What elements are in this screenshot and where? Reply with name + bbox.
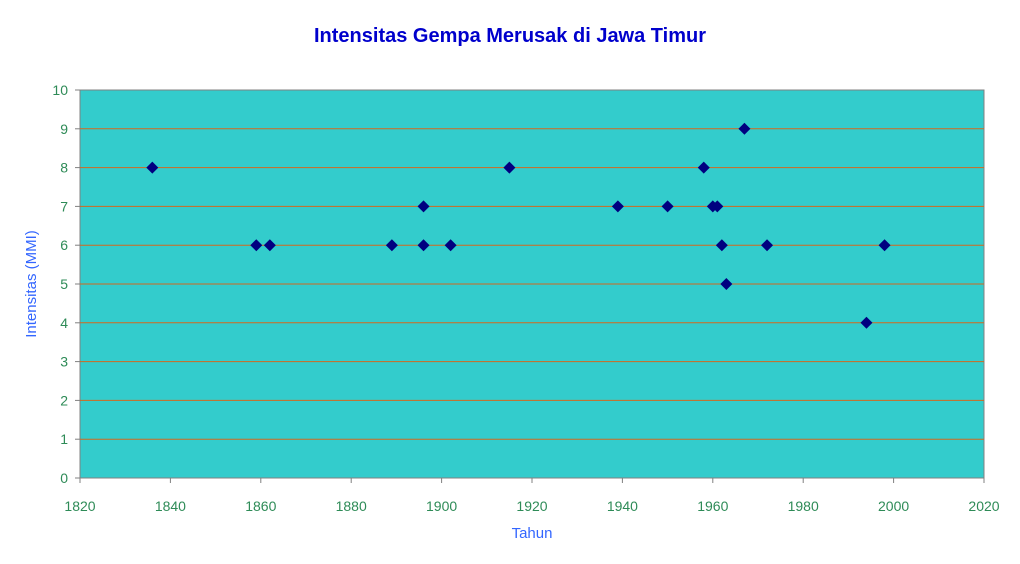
chart-title: Intensitas Gempa Merusak di Jawa Timur	[314, 25, 706, 47]
x-tick-label: 1920	[516, 498, 547, 514]
y-tick-label: 8	[60, 160, 68, 176]
y-tick-label: 6	[60, 237, 68, 253]
data-point	[661, 200, 674, 213]
y-tick-label: 4	[60, 315, 68, 331]
data-point	[720, 278, 733, 290]
data-point	[738, 122, 751, 135]
data-point	[503, 161, 516, 174]
x-axis-ticks: 1820 1840 1860 1880 1900 1920 1940 1960 1980 2000…	[64, 478, 1000, 514]
data-point	[263, 239, 276, 252]
x-tick-label: 1980	[788, 498, 819, 514]
y-axis-label: Intensitas (MMI)	[23, 230, 40, 338]
gridlines	[80, 128, 984, 440]
data-point	[697, 161, 710, 174]
data-point	[417, 239, 430, 252]
y-tick-label: 9	[60, 121, 68, 137]
y-tick-label: 0	[60, 470, 68, 486]
data-point	[761, 239, 774, 252]
y-tick-label: 7	[60, 198, 68, 214]
x-tick-label: 1900	[426, 498, 457, 514]
x-tick-label: 1860	[245, 498, 276, 514]
y-axis-ticks: 0 1 2 3 4 5 6 7 8 9 10	[52, 82, 80, 486]
y-tick-label: 5	[60, 276, 68, 292]
data-point	[711, 200, 724, 213]
data-point	[878, 239, 891, 252]
data-point	[611, 200, 624, 213]
y-tick-label: 10	[52, 82, 68, 98]
x-tick-label: 1960	[697, 498, 728, 514]
y-tick-label: 3	[60, 354, 68, 370]
x-tick-label: 1840	[155, 498, 186, 514]
data-point	[715, 239, 728, 252]
data-markers	[146, 122, 891, 329]
data-point	[385, 239, 398, 252]
data-point	[146, 161, 159, 174]
data-point	[250, 239, 263, 252]
y-tick-label: 2	[60, 392, 68, 408]
x-tick-label: 2000	[878, 498, 909, 514]
x-tick-label: 2020	[968, 498, 999, 514]
x-tick-label: 1940	[607, 498, 638, 514]
y-tick-label: 1	[60, 431, 68, 447]
data-point	[444, 239, 457, 252]
data-point	[860, 316, 873, 329]
x-axis-label: Tahun	[512, 525, 553, 542]
x-tick-label: 1880	[336, 498, 367, 514]
data-point	[417, 200, 430, 213]
x-tick-label: 1820	[64, 498, 95, 514]
